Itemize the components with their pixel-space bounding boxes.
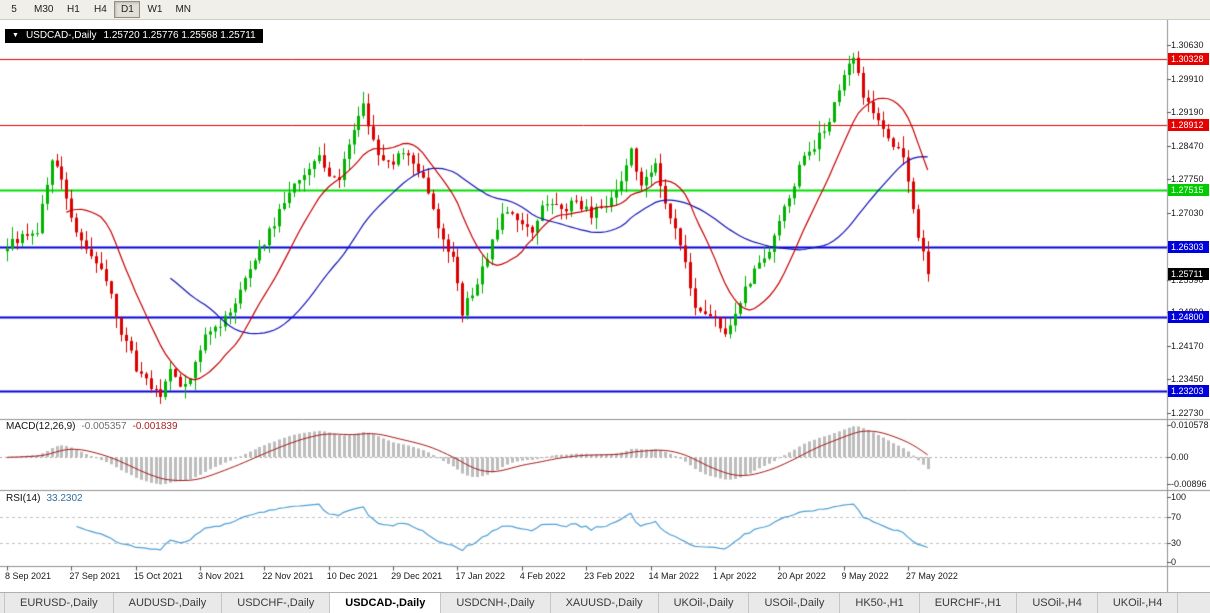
timeframe-button-w1[interactable]: W1 bbox=[147, 4, 163, 15]
macd-axis-tick: -0.00896 bbox=[1171, 479, 1207, 490]
date-axis-label: 15 Oct 2021 bbox=[133, 571, 183, 581]
chart-symbol-label: USDCAD-,Daily bbox=[25, 30, 97, 41]
price-level-badge: 1.30328 bbox=[1168, 53, 1209, 66]
chart-tab-eurchf-h1[interactable]: EURCHF-,H1 bbox=[919, 593, 1018, 613]
date-axis-label: 22 Nov 2021 bbox=[262, 571, 314, 581]
price-axis-tick: 1.22730 bbox=[1171, 408, 1204, 418]
rsi-value: 33.2302 bbox=[46, 493, 83, 504]
price-level-badge: 1.27515 bbox=[1168, 184, 1209, 197]
timeframe-button-5[interactable]: 5 bbox=[11, 4, 17, 15]
price-level-badge: 1.26303 bbox=[1168, 240, 1209, 253]
chart-tab-xauusd-daily[interactable]: XAUUSD-,Daily bbox=[550, 593, 659, 613]
price-level-badge: 1.28912 bbox=[1168, 119, 1209, 132]
macd-signal-value: -0.001839 bbox=[132, 421, 178, 432]
rsi-name: RSI(14) bbox=[6, 493, 41, 504]
price-axis-tick: 1.27030 bbox=[1171, 207, 1204, 218]
macd-axis-tick: 0.010578 bbox=[1171, 420, 1209, 431]
price-axis-tick: 1.27750 bbox=[1171, 174, 1204, 185]
date-axis-label: 4 Feb 2022 bbox=[519, 571, 566, 581]
rsi-axis-tick: 70 bbox=[1171, 511, 1182, 522]
timeframe-button-h4[interactable]: H4 bbox=[94, 4, 107, 15]
date-axis-label: 27 Sep 2021 bbox=[69, 571, 121, 581]
price-level-badge: 1.24800 bbox=[1168, 310, 1209, 323]
date-axis-label: 29 Dec 2021 bbox=[391, 571, 443, 581]
price-axis-tick: 1.30630 bbox=[1171, 40, 1204, 50]
date-axis-label: 14 Mar 2022 bbox=[648, 571, 700, 581]
date-axis-label: 3 Nov 2021 bbox=[198, 571, 245, 581]
price-axis-tick: 1.23450 bbox=[1171, 374, 1204, 385]
macd-indicator-label: MACD(12,26,9) -0.005357 -0.001839 bbox=[6, 421, 178, 432]
chart-tab-usoil-h4[interactable]: USOil-,H4 bbox=[1017, 593, 1098, 613]
chart-ohlc-quote: 1.25720 1.25776 1.25568 1.25711 bbox=[103, 30, 256, 41]
chart-tab-hk50-h1[interactable]: HK50-,H1 bbox=[840, 593, 920, 613]
date-axis-label: 8 Sep 2021 bbox=[5, 571, 52, 581]
chart-title: ▼ USDCAD-,Daily 1.25720 1.25776 1.25568 … bbox=[5, 29, 263, 43]
rsi-axis-tick: 0 bbox=[1171, 557, 1177, 567]
chart-tab-usoil-daily[interactable]: USOil-,Daily bbox=[749, 593, 841, 613]
chart-tab-usdchf-daily[interactable]: USDCHF-,Daily bbox=[222, 593, 331, 613]
rsi-axis-tick: 100 bbox=[1171, 492, 1187, 502]
chart-tab-ukoil-daily[interactable]: UKOil-,Daily bbox=[658, 593, 750, 613]
chart-tab-usdcad-daily[interactable]: USDCAD-,Daily bbox=[330, 593, 442, 613]
date-axis-label: 10 Dec 2021 bbox=[326, 571, 378, 581]
chart-tab-usdcnh-daily[interactable]: USDCNH-,Daily bbox=[441, 593, 551, 613]
rsi-axis-tick: 30 bbox=[1171, 537, 1182, 548]
date-axis-label: 9 May 2022 bbox=[841, 571, 889, 581]
price-level-badge: 1.23203 bbox=[1168, 384, 1209, 397]
chart-dropdown-icon[interactable]: ▼ bbox=[12, 32, 19, 39]
price-chart-canvas[interactable] bbox=[0, 20, 1210, 592]
timeframe-button-m30[interactable]: M30 bbox=[34, 4, 54, 15]
date-axis-label: 27 May 2022 bbox=[905, 571, 958, 581]
chart-area: ▼ USDCAD-,Daily 1.25720 1.25776 1.25568 … bbox=[0, 20, 1210, 592]
date-axis-label: 20 Apr 2022 bbox=[777, 571, 826, 581]
date-axis-label: 23 Feb 2022 bbox=[584, 571, 635, 581]
timeframe-button-mn[interactable]: MN bbox=[175, 4, 192, 15]
date-axis-label: 1 Apr 2022 bbox=[712, 571, 757, 581]
timeframe-toolbar: 5 M30 H1 H4 D1 W1 MN bbox=[0, 0, 1210, 20]
date-axis-label: 17 Jan 2022 bbox=[455, 571, 505, 581]
macd-axis-tick: 0.00 bbox=[1171, 452, 1189, 463]
macd-main-value: -0.005357 bbox=[81, 421, 127, 432]
timeframe-button-h1[interactable]: H1 bbox=[67, 4, 80, 15]
chart-tab-audusd-daily[interactable]: AUDUSD-,Daily bbox=[113, 593, 223, 613]
price-axis-tick: 1.29190 bbox=[1171, 107, 1204, 118]
chart-tabs-bar: EURUSD-,Daily AUDUSD-,Daily USDCHF-,Daily U… bbox=[0, 592, 1210, 613]
price-level-badge: 1.25711 bbox=[1168, 268, 1209, 281]
macd-name: MACD(12,26,9) bbox=[6, 421, 76, 432]
chart-tab-eurusd-daily[interactable]: EURUSD-,Daily bbox=[4, 593, 114, 613]
price-axis-tick: 1.29910 bbox=[1171, 73, 1204, 84]
chart-tab-ukoil-h4[interactable]: UKOil-,H4 bbox=[1097, 593, 1179, 613]
price-axis-tick: 1.28470 bbox=[1171, 140, 1204, 151]
price-axis-tick: 1.24170 bbox=[1171, 340, 1204, 351]
rsi-indicator-label: RSI(14) 33.2302 bbox=[6, 493, 83, 504]
timeframe-button-d1[interactable]: D1 bbox=[114, 1, 141, 18]
